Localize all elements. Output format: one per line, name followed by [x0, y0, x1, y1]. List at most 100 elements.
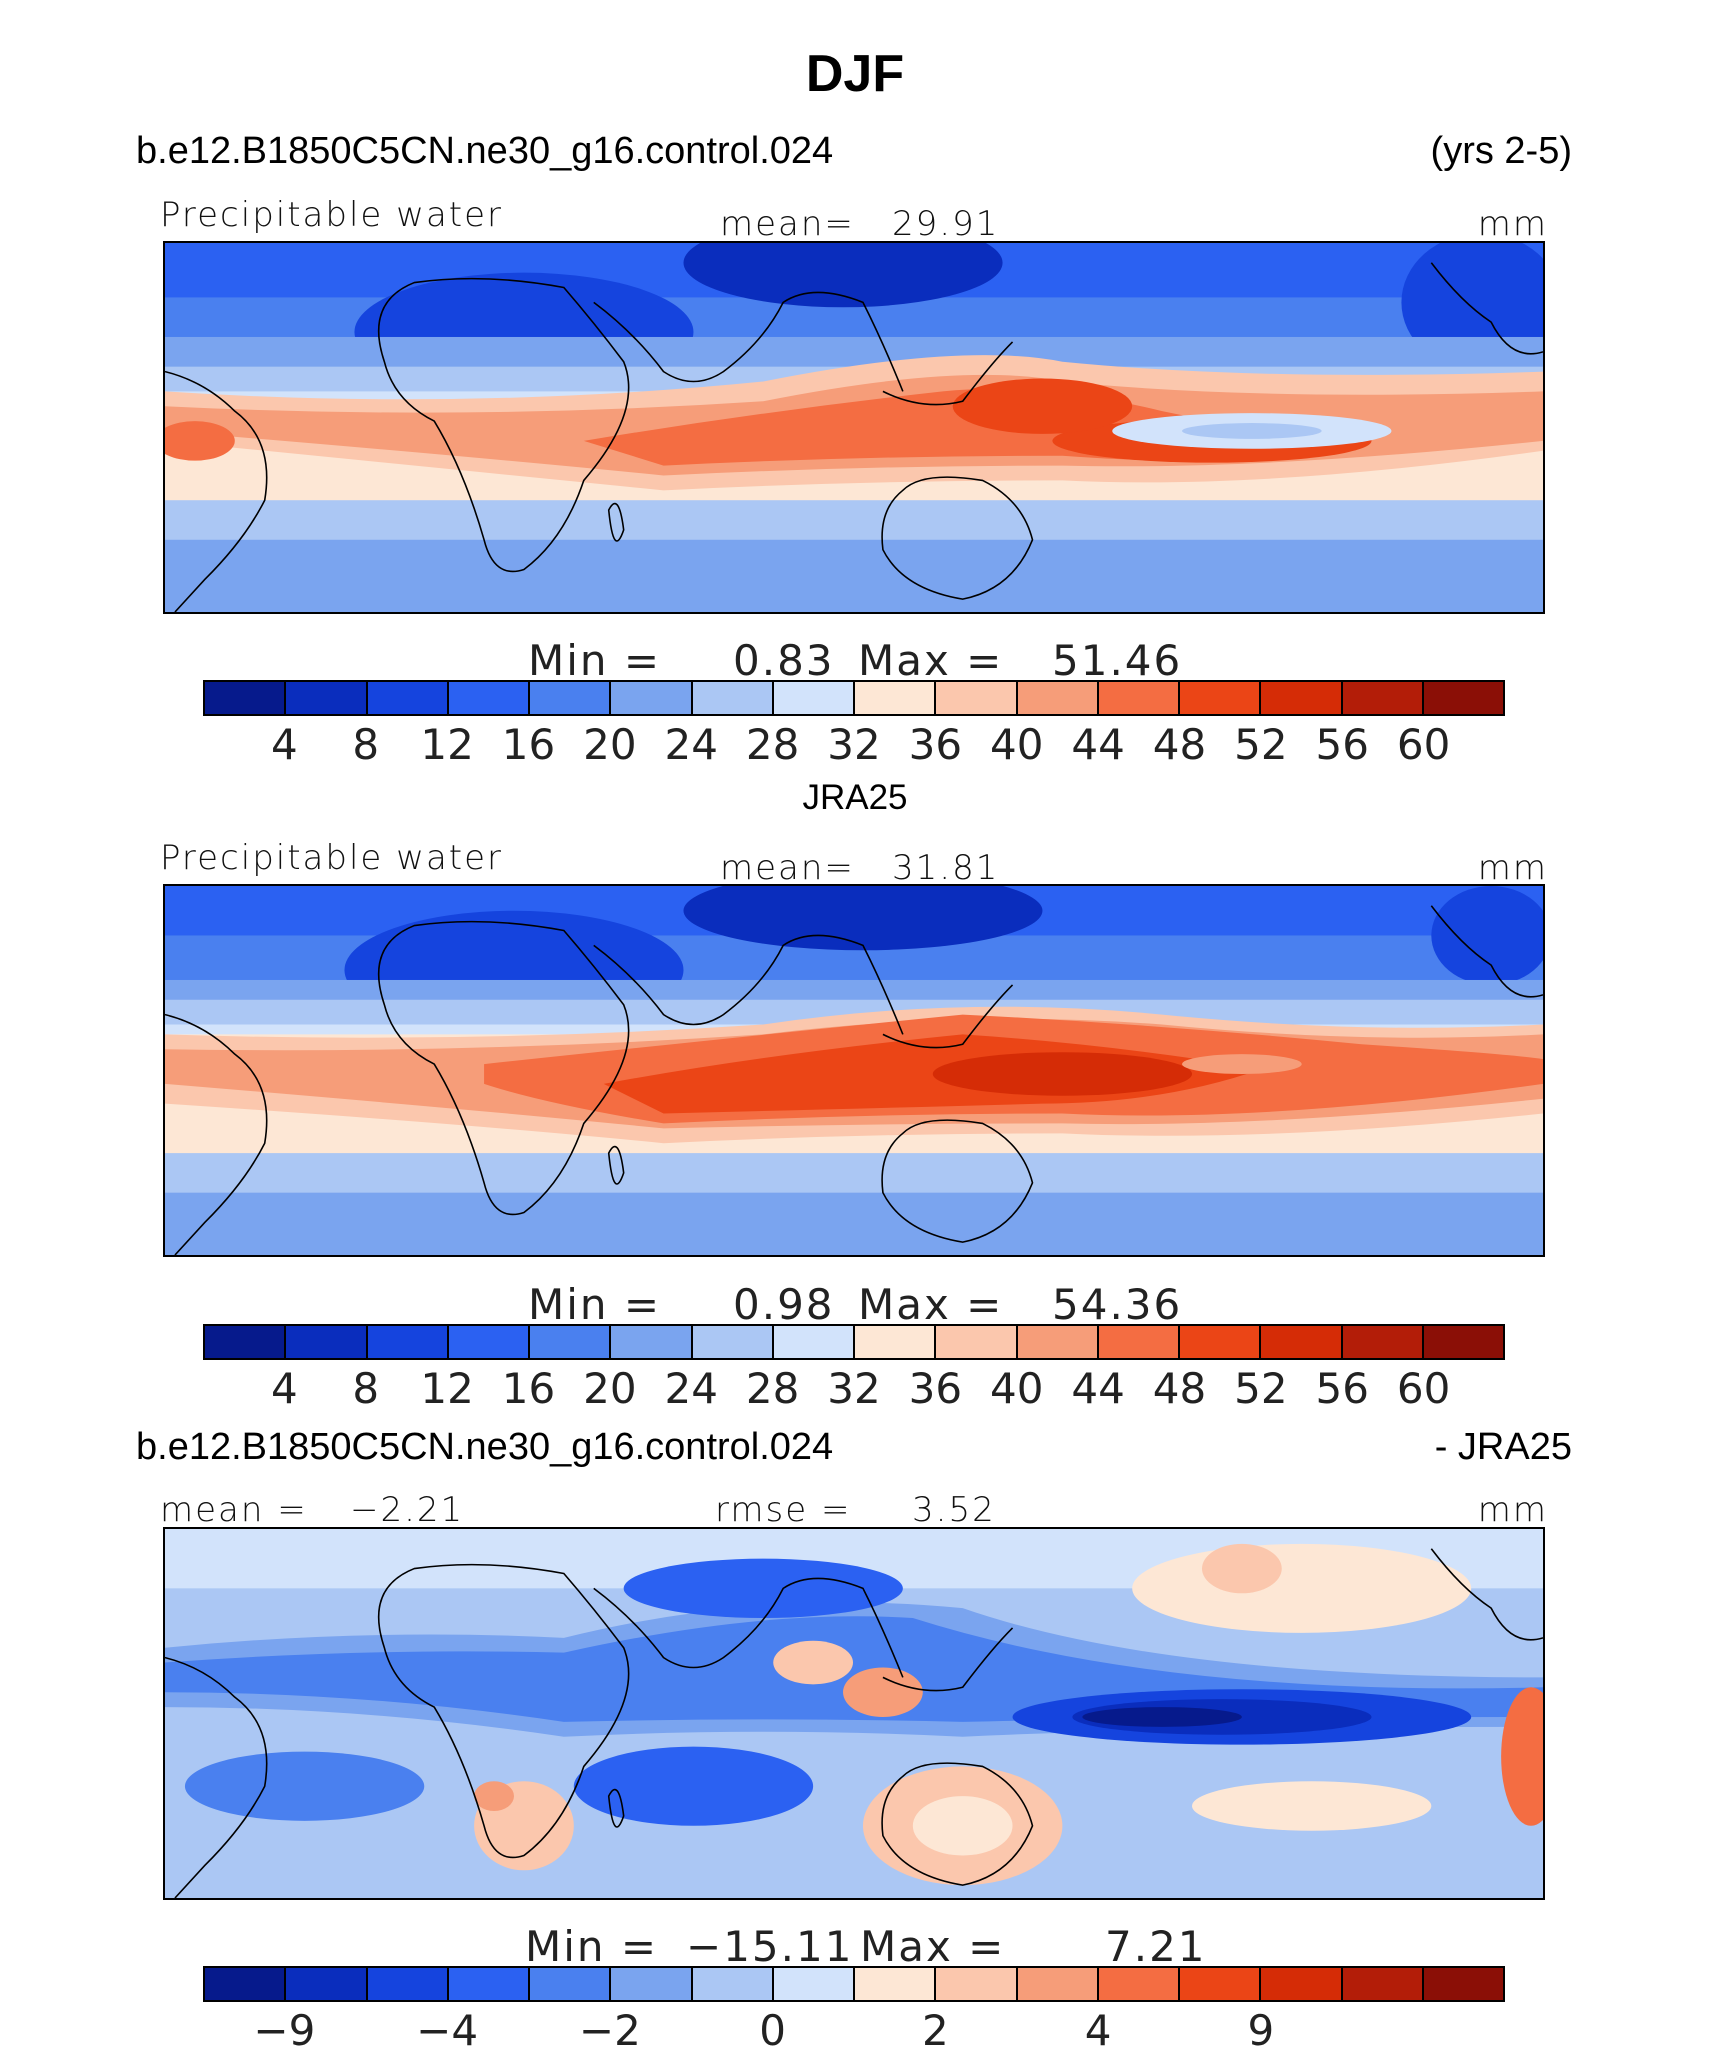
colorbar-swatch — [1017, 1968, 1099, 2000]
colorbar-tick-label: −4 — [416, 2006, 479, 2055]
panel2-title: JRA25 — [802, 778, 908, 817]
panel2-min-value: 0.98 — [733, 1280, 835, 1329]
colorbar-swatch — [773, 1968, 855, 2000]
colorbar-tick-label: 28 — [745, 720, 800, 769]
colorbar-tick-label: 16 — [501, 1364, 556, 1413]
panel1-variable: Precipitable water — [160, 195, 504, 235]
colorbar-tick-label: −2 — [578, 2006, 641, 2055]
colorbar-tick-label: 48 — [1152, 720, 1207, 769]
colorbar-tick-label: 12 — [420, 1364, 474, 1413]
panel3-rmse-value: 3.52 — [912, 1490, 996, 1530]
colorbar-tick-label: 44 — [1071, 1364, 1125, 1413]
panel3-mean-value: −2.21 — [350, 1490, 465, 1530]
colorbar-tick-label: 52 — [1234, 720, 1288, 769]
colorbar-tick-label: 2 — [922, 2006, 949, 2055]
colorbar-swatch — [1098, 1326, 1180, 1358]
colorbar-swatch — [1342, 1968, 1424, 2000]
colorbar-tick-label: 48 — [1152, 1364, 1207, 1413]
colorbar-swatch — [1098, 1968, 1180, 2000]
colorbar-swatch — [1261, 1968, 1343, 2000]
colorbar-swatch — [448, 1326, 530, 1358]
colorbar-tick-label: 4 — [271, 720, 298, 769]
colorbar-swatch — [205, 1326, 287, 1358]
colorbar-swatch — [1342, 1326, 1424, 1358]
colorbar-tick-label: 20 — [583, 1364, 637, 1413]
colorbar-swatch — [611, 682, 693, 714]
panel2-units: mm — [1477, 848, 1548, 888]
colorbar-swatch — [205, 1968, 287, 2000]
colorbar-swatch — [611, 1968, 693, 2000]
colorbar-tick-label: 8 — [352, 720, 380, 769]
colorbar-swatch — [205, 682, 287, 714]
panel1-mean-label: mean= — [720, 204, 855, 244]
colorbar-tick-label: 20 — [583, 720, 637, 769]
colorbar-swatch — [773, 682, 855, 714]
colorbar-swatch — [936, 1968, 1018, 2000]
panel1-min-label: Min = — [528, 636, 662, 685]
colorbar-swatch — [1017, 1326, 1099, 1358]
colorbar-tick-label: 56 — [1315, 720, 1369, 769]
colorbar-swatch — [855, 1326, 937, 1358]
colorbar-tick-label: 60 — [1396, 720, 1451, 769]
panel1-units: mm — [1477, 204, 1548, 244]
panel1-years: (yrs 2-5) — [1430, 130, 1572, 172]
panel3-map — [163, 1527, 1545, 1900]
colorbar-tick-label: 60 — [1396, 1364, 1451, 1413]
page-title: DJF — [805, 45, 905, 103]
panel2-map — [163, 884, 1545, 1257]
colorbar-tick-label: 36 — [908, 720, 963, 769]
colorbar-swatch — [367, 1968, 449, 2000]
colorbar-swatch — [692, 1326, 774, 1358]
colorbar-tick-label: 24 — [664, 1364, 718, 1413]
panel3-minus-label: - JRA25 — [1434, 1426, 1572, 1468]
panel1-map-svg — [165, 243, 1543, 612]
panel3-min-value: −15.11 — [686, 1922, 854, 1971]
panel2-map-svg — [165, 886, 1543, 1255]
colorbar-tick-label: 4 — [271, 1364, 298, 1413]
colorbar-tick-label: 44 — [1071, 720, 1125, 769]
colorbar-swatch — [367, 682, 449, 714]
colorbar-tick-label: 0 — [759, 2006, 786, 2055]
colorbar-swatch — [530, 682, 612, 714]
colorbar-swatch — [611, 1326, 693, 1358]
colorbar-swatch — [1180, 1326, 1262, 1358]
panel2-colorbar — [203, 1324, 1505, 1360]
panel1-colorbar — [203, 680, 1505, 716]
panel1-max-value: 51.46 — [1052, 636, 1183, 685]
colorbar-swatch — [936, 682, 1018, 714]
colorbar-swatch — [286, 1326, 368, 1358]
colorbar-tick-label: 56 — [1315, 1364, 1369, 1413]
colorbar-tick-label: 24 — [664, 720, 718, 769]
colorbar-swatch — [1098, 682, 1180, 714]
colorbar-tick-label: 4 — [1084, 2006, 1112, 2055]
panel2-max-label: Max = — [858, 1280, 1004, 1329]
colorbar-tick-label: 32 — [827, 1364, 881, 1413]
panel1-case-name: b.e12.B1850C5CN.ne30_g16.control.024 — [136, 130, 834, 172]
colorbar-tick-label: 16 — [501, 720, 556, 769]
colorbar-swatch — [855, 682, 937, 714]
colorbar-swatch — [1180, 682, 1262, 714]
panel3-case-name: b.e12.B1850C5CN.ne30_g16.control.024 — [136, 1426, 834, 1468]
panel1-max-label: Max = — [858, 636, 1004, 685]
panel3-max-value: 7.21 — [1105, 1922, 1207, 1971]
panel3-min-label: Min = — [525, 1922, 659, 1971]
colorbar-swatch — [773, 1326, 855, 1358]
colorbar-swatch — [692, 1968, 774, 2000]
colorbar-swatch — [448, 682, 530, 714]
colorbar-tick-label: 9 — [1247, 2006, 1275, 2055]
colorbar-swatch — [1342, 682, 1424, 714]
panel2-mean-label: mean= — [720, 848, 855, 888]
colorbar-swatch — [448, 1968, 530, 2000]
panel3-mean-label: mean = — [160, 1490, 308, 1530]
colorbar-swatch — [1180, 1968, 1262, 2000]
panel1-min-value: 0.83 — [733, 636, 835, 685]
panel2-min-label: Min = — [528, 1280, 662, 1329]
colorbar-tick-label: 28 — [745, 1364, 800, 1413]
colorbar-tick-label: 40 — [990, 1364, 1044, 1413]
panel3-colorbar — [203, 1966, 1505, 2002]
panel2-max-value: 54.36 — [1052, 1280, 1183, 1329]
colorbar-swatch — [936, 1326, 1018, 1358]
colorbar-swatch — [692, 682, 774, 714]
colorbar-swatch — [1017, 682, 1099, 714]
colorbar-swatch — [1423, 682, 1503, 714]
